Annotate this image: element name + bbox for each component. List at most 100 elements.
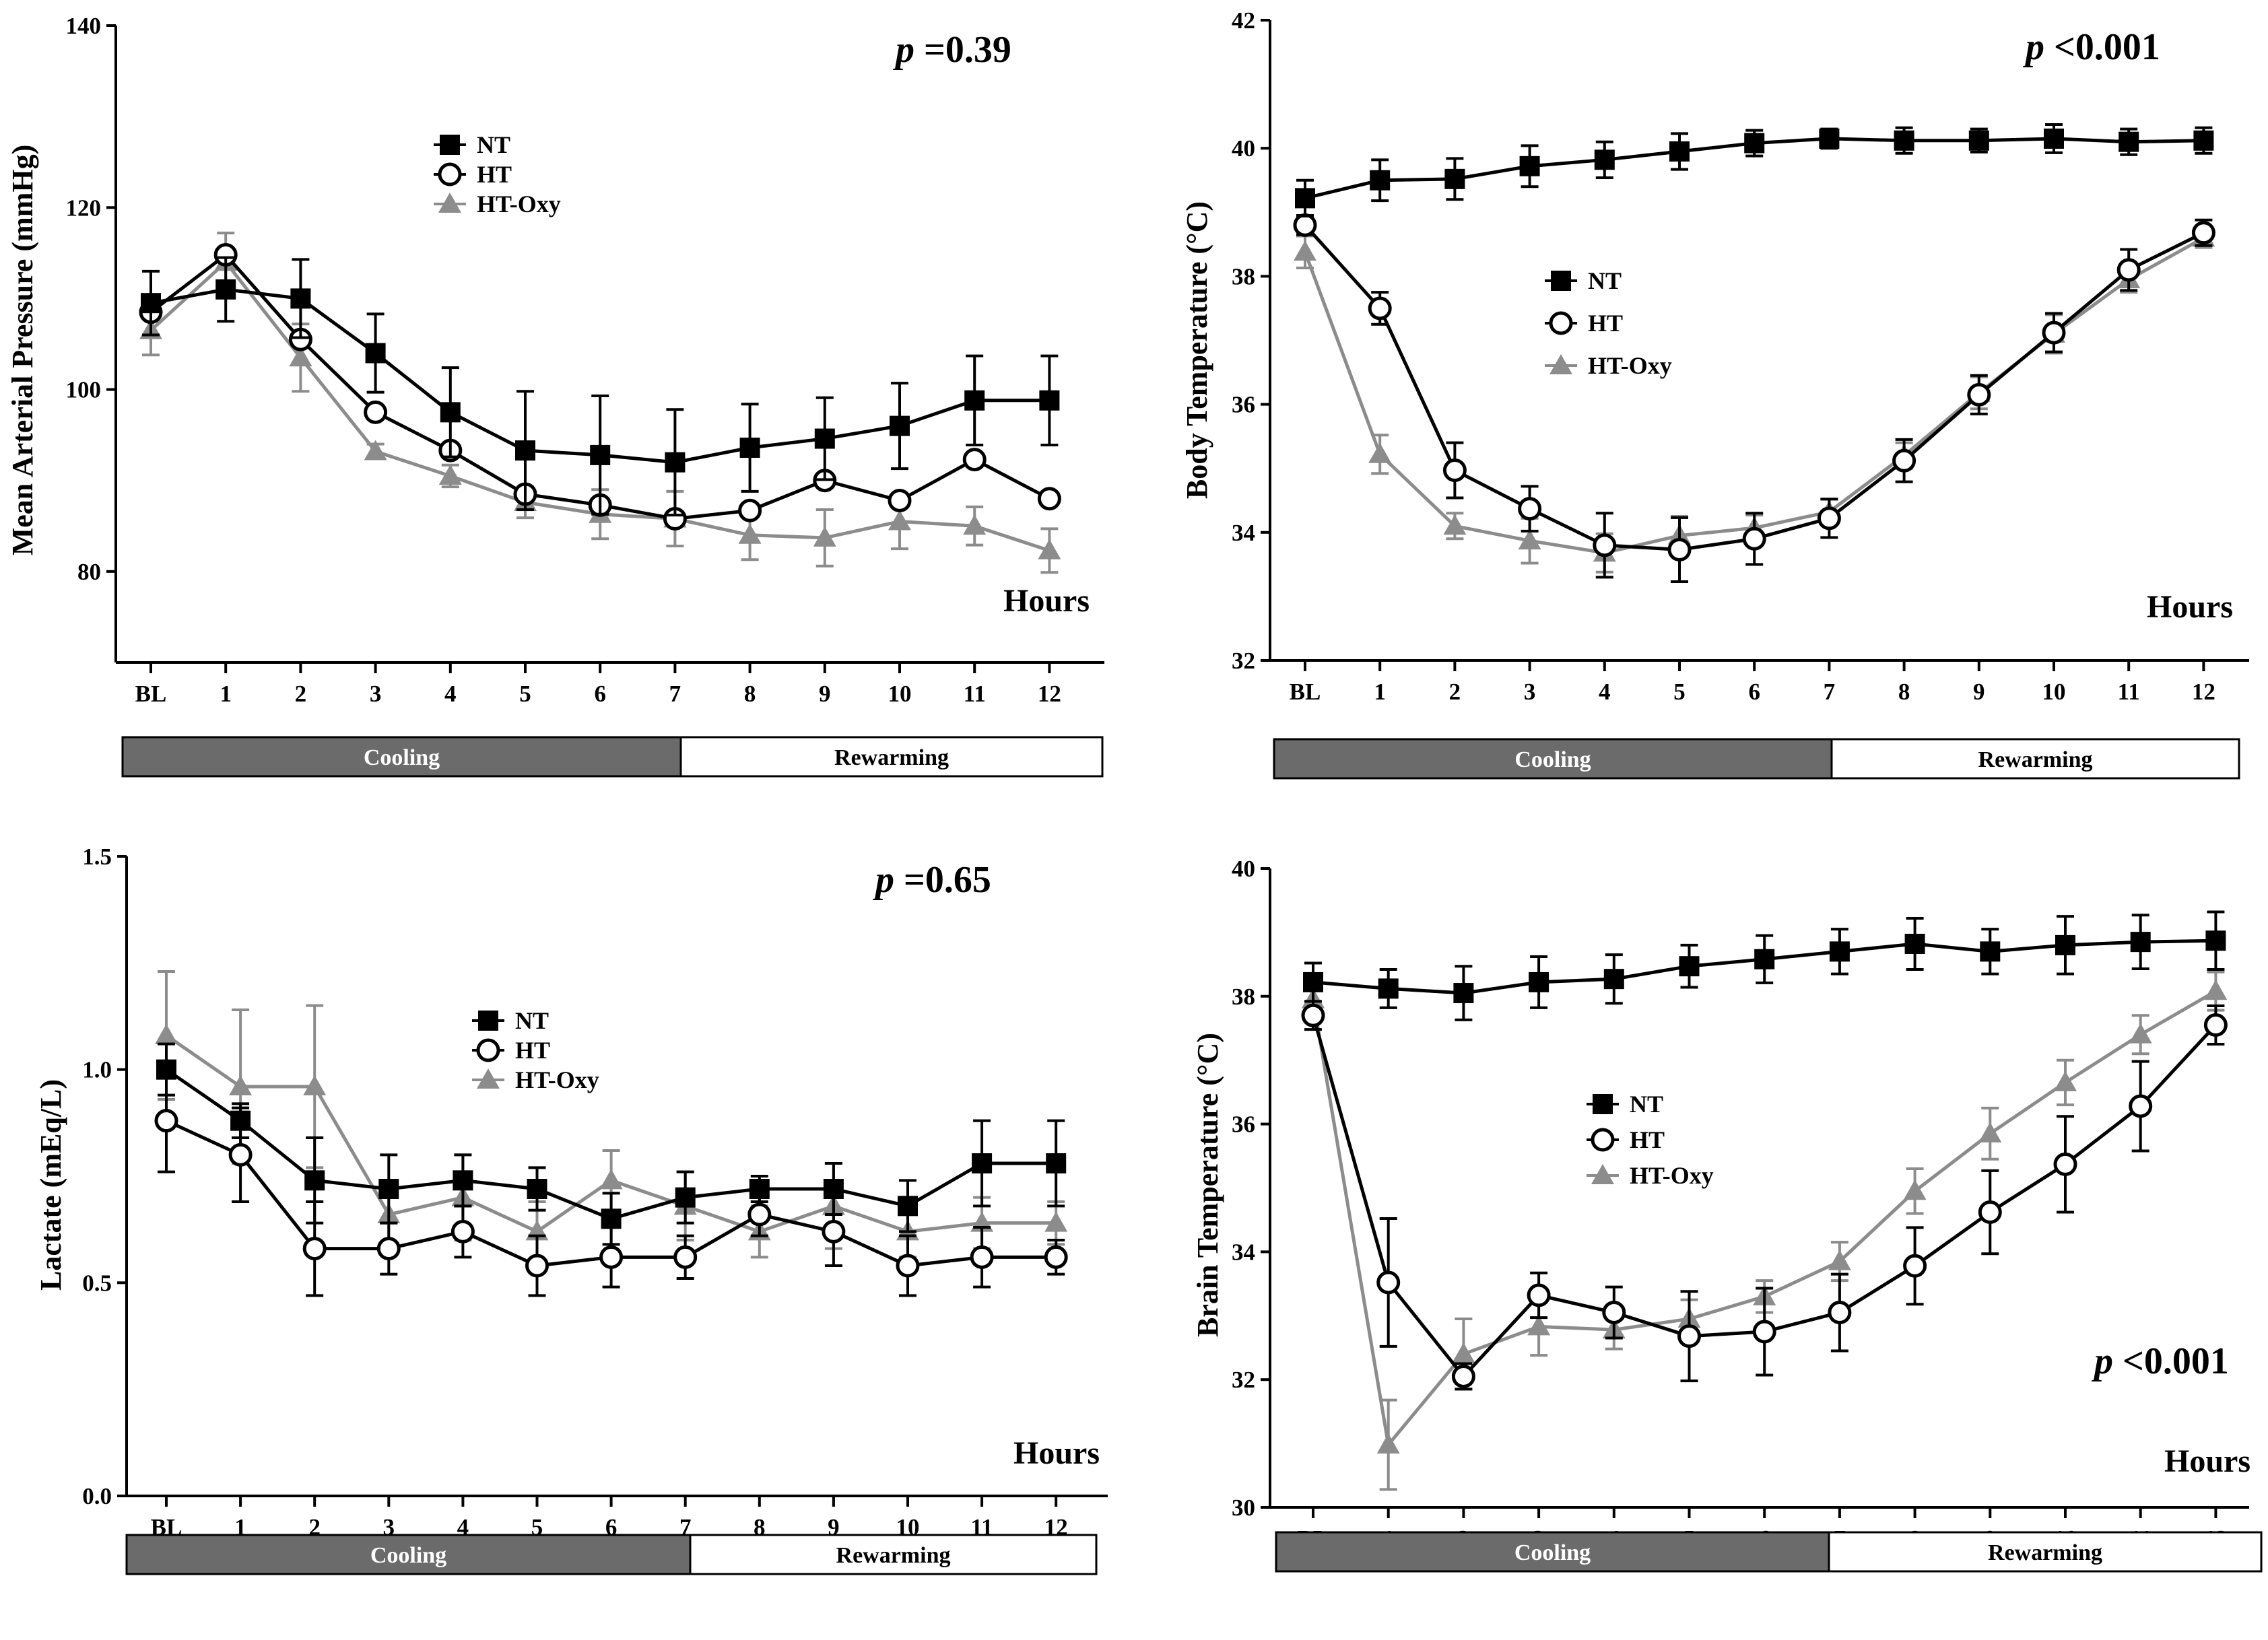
legend-label: HT-Oxy: [515, 1066, 599, 1093]
x-tick-label: 9: [828, 1514, 840, 1540]
data-point: [2053, 1152, 2077, 1176]
p-value-text: <0.001: [2054, 26, 2160, 68]
data-point: [2203, 1013, 2228, 1037]
data-point: [747, 1202, 772, 1227]
legend-label: NT: [1630, 1091, 1663, 1118]
legend-marker: [476, 1038, 500, 1062]
x-tick-label: 5: [1673, 679, 1686, 705]
legend-marker: [478, 1011, 498, 1031]
data-point: [1039, 390, 1060, 411]
data-point: [1529, 971, 1549, 992]
x-tick-label: BL: [1290, 679, 1321, 705]
data-point: [964, 390, 985, 411]
data-point: [1894, 130, 1914, 151]
data-point: [1829, 941, 1850, 962]
x-tick-label: 3: [1524, 679, 1536, 705]
y-axis-label: Body Temperature (°C): [1180, 201, 1213, 499]
x-tick-label: BL: [135, 681, 167, 707]
data-point: [1754, 949, 1775, 969]
data-point: [1294, 240, 1316, 261]
x-tick-label: 12: [2192, 679, 2215, 705]
rewarming-band: [1830, 738, 2240, 780]
p-value: p <0.001: [2023, 26, 2160, 68]
x-tick-label: 1: [220, 681, 232, 707]
data-point: [1752, 1320, 1776, 1344]
data-point: [304, 1170, 325, 1191]
legend-label: HT-Oxy: [477, 191, 561, 217]
data-point: [739, 438, 760, 458]
y-tick-label: 32: [1232, 648, 1255, 674]
data-point: [289, 346, 312, 367]
legend-label: HT: [1588, 310, 1623, 337]
x-tick-label: 10: [2042, 679, 2066, 705]
data-point: [1978, 1122, 2002, 1142]
data-point: [1453, 983, 1474, 1004]
x-tick-label: 8: [744, 681, 756, 707]
p-symbol: p: [893, 29, 924, 71]
data-point: [2054, 1070, 2077, 1091]
y-tick-label: 38: [1232, 984, 1255, 1010]
series-nt: [156, 1042, 1067, 1246]
x-tick-label: 1: [234, 1514, 246, 1540]
legend-marker: [438, 193, 461, 213]
series-ht-oxy: [1302, 970, 2228, 1491]
x-axis-label: Hours: [2164, 1443, 2250, 1479]
rewarming-band: [1828, 1531, 2263, 1573]
data-point: [1376, 1433, 1400, 1454]
series-line: [1311, 990, 2217, 1449]
data-point: [515, 440, 535, 461]
series-nt: [141, 256, 1060, 517]
data-point: [1044, 1245, 1068, 1269]
x-tick-label: 2: [1449, 679, 1461, 705]
data-point: [364, 400, 388, 424]
data-point: [888, 510, 911, 531]
legend-label: NT: [477, 131, 510, 158]
data-point: [814, 428, 835, 449]
data-point: [601, 1208, 622, 1229]
y-tick-label: 36: [1232, 1112, 1255, 1138]
series-nt: [1295, 123, 2214, 218]
data-point: [1037, 487, 1061, 511]
data-point: [1442, 458, 1467, 483]
x-tick-label: 1: [1374, 679, 1386, 705]
data-point: [303, 1075, 327, 1095]
rewarming-label: Rewarming: [834, 745, 949, 770]
p-value-text: <0.001: [2123, 1340, 2229, 1382]
x-tick-label: 11: [964, 681, 986, 707]
x-tick-label: 7: [679, 1514, 692, 1540]
data-point: [599, 1169, 623, 1190]
data-point: [1978, 1200, 2002, 1225]
cooling-label: Cooling: [1514, 1540, 1591, 1565]
p-symbol: p: [2092, 1340, 2123, 1382]
data-point: [673, 1245, 698, 1269]
x-tick-label: 3: [383, 1514, 395, 1540]
p-value-text: =0.39: [924, 29, 1011, 71]
legend-marker: [477, 1068, 500, 1089]
data-point: [1819, 128, 1840, 149]
legend-label: HT-Oxy: [1630, 1162, 1714, 1189]
data-point: [215, 279, 236, 300]
data-point: [738, 498, 762, 522]
cooling-band: [125, 1534, 692, 1575]
data-point: [2204, 980, 2228, 1000]
data-point: [1451, 1364, 1475, 1388]
x-tick-label: 8: [754, 1514, 766, 1540]
y-tick-label: 40: [1232, 856, 1255, 882]
data-point: [599, 1245, 624, 1269]
data-point: [2042, 320, 2066, 345]
data-point: [527, 1179, 547, 1199]
data-point: [1370, 170, 1391, 191]
series-line: [1303, 236, 2205, 555]
data-point: [823, 1179, 844, 1199]
rewarming-band: [679, 736, 1104, 778]
x-tick-label: 3: [370, 681, 382, 707]
data-point: [1828, 1250, 1851, 1270]
legend-marker: [1591, 1128, 1615, 1152]
y-tick-label: 36: [1232, 392, 1255, 418]
data-point: [896, 1254, 920, 1278]
